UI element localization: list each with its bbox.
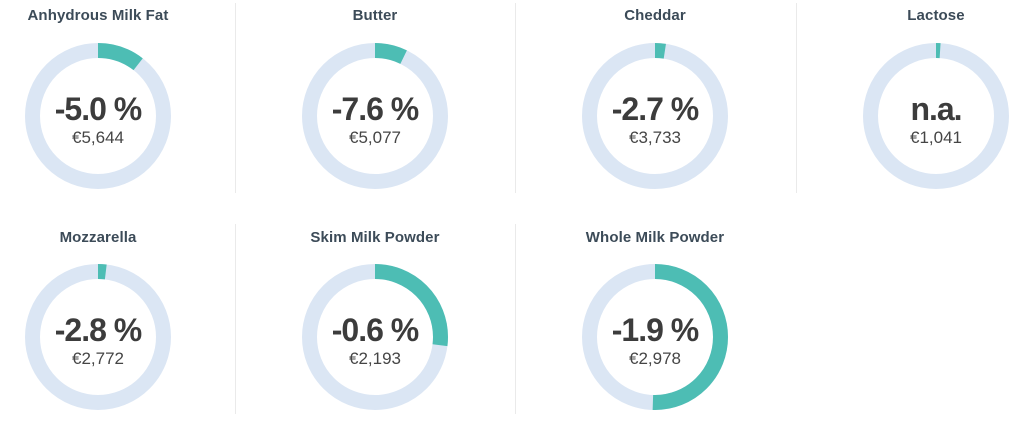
column-divider [515, 224, 516, 414]
gauge-arc [582, 43, 728, 189]
card-title: Skim Milk Powder [310, 229, 440, 246]
gauge-card-skim-milk-powder: Skim Milk Powder -0.6 % €2,193 [235, 211, 515, 422]
donut-chart [302, 43, 448, 189]
gauge-track [302, 43, 448, 189]
gauge-card-anhydrous-milk-fat: Anhydrous Milk Fat -5.0 % €5,644 [0, 0, 238, 211]
gauge-arc [25, 43, 171, 189]
donut-chart [302, 264, 448, 410]
gauge-card-cheddar: Cheddar -2.7 % €3,733 [515, 0, 795, 211]
card-title: Lactose [907, 7, 965, 24]
gauge-track [863, 43, 1009, 189]
gauge-card-lactose: Lactose n.a. €1,041 [796, 0, 1024, 211]
card-title: Cheddar [624, 7, 686, 24]
donut-gauge[interactable]: -1.9 % €2,978 [582, 264, 728, 410]
gauge-track [25, 43, 171, 189]
donut-gauge[interactable]: -5.0 % €5,644 [25, 43, 171, 189]
card-title: Anhydrous Milk Fat [27, 7, 169, 24]
donut-gauge[interactable]: -0.6 % €2,193 [302, 264, 448, 410]
donut-chart [582, 43, 728, 189]
donut-chart [25, 264, 171, 410]
donut-gauge[interactable]: n.a. €1,041 [863, 43, 1009, 189]
gauge-arc [582, 264, 728, 410]
gauge-arc [302, 264, 448, 410]
donut-chart [582, 264, 728, 410]
column-divider [796, 3, 797, 193]
donut-gauge[interactable]: -2.8 % €2,772 [25, 264, 171, 410]
gauge-track [25, 264, 171, 410]
donut-gauge[interactable]: -7.6 % €5,077 [302, 43, 448, 189]
column-divider [235, 224, 236, 414]
donut-chart [25, 43, 171, 189]
card-title: Mozzarella [59, 229, 137, 246]
donut-chart [863, 43, 1009, 189]
donut-gauge[interactable]: -2.7 % €3,733 [582, 43, 728, 189]
gauge-track [582, 43, 728, 189]
card-title: Butter [352, 7, 398, 24]
gauge-arc [25, 264, 171, 410]
gauge-card-whole-milk-powder: Whole Milk Powder -1.9 % €2,978 [515, 211, 795, 422]
column-divider [515, 3, 516, 193]
column-divider [235, 3, 236, 193]
gauge-arc [863, 43, 1009, 189]
gauge-arc [302, 43, 448, 189]
card-title: Whole Milk Powder [585, 229, 725, 246]
gauge-card-mozzarella: Mozzarella -2.8 % €2,772 [0, 211, 238, 422]
gauge-card-butter: Butter -7.6 % €5,077 [235, 0, 515, 211]
